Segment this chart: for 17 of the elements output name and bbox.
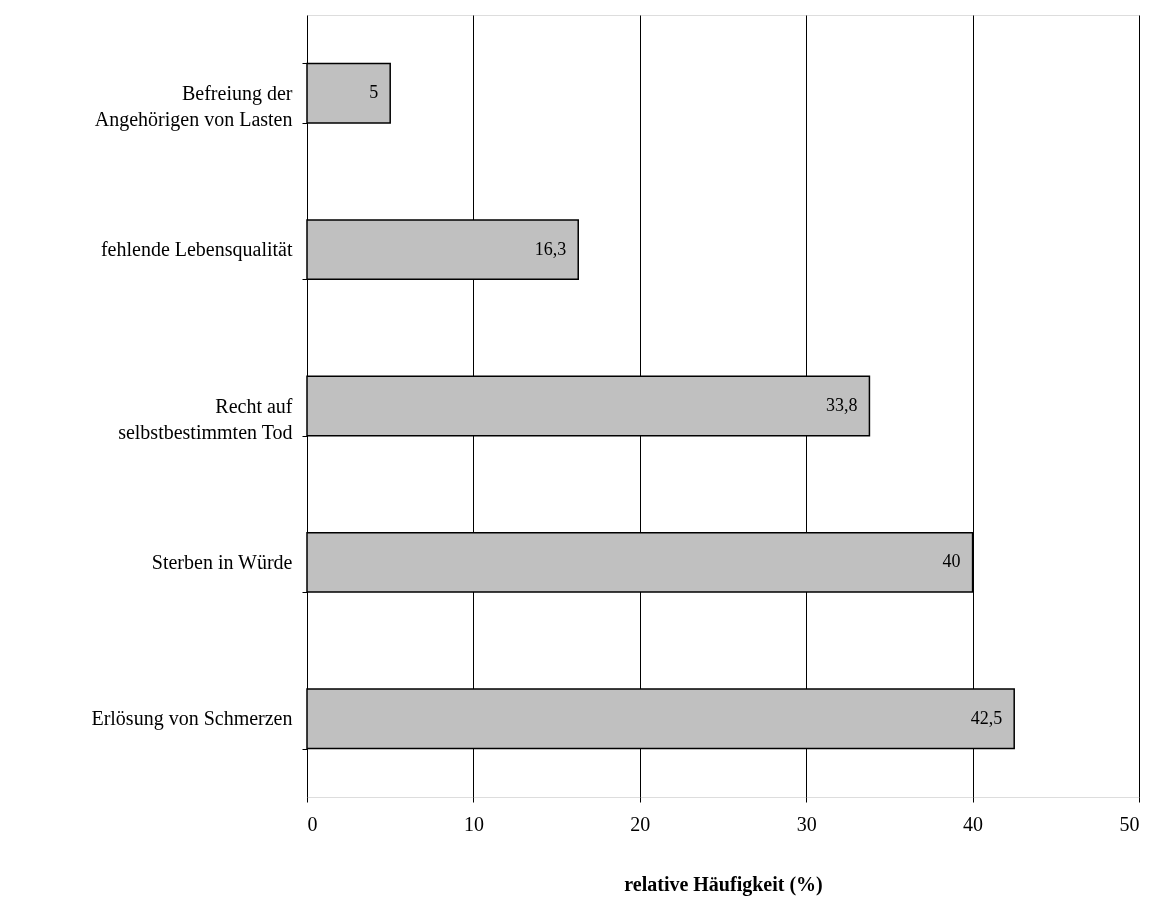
y-tick-label: Sterben in Würde [151, 550, 293, 573]
x-tick-label: 0 [307, 812, 318, 835]
data-label: 40 [942, 551, 961, 572]
x-tick-label: 30 [796, 812, 817, 835]
data-label: 33,8 [825, 395, 858, 415]
data-label: 5 [369, 82, 379, 103]
x-tick-label: 40 [963, 812, 984, 835]
x-axis-title: relative Häufigkeit (%) [624, 872, 823, 896]
x-tick-label: 10 [463, 812, 484, 835]
y-tick-label: Erlösung von Schmerzen [91, 707, 293, 731]
data-label: 42,5 [970, 707, 1003, 728]
y-tick-label: fehlende Lebensqualität [100, 238, 293, 262]
y-tick-label: Befreiung der Angehörigen von Lasten [94, 81, 293, 131]
x-tick-label: 50 [1119, 812, 1140, 835]
data-label: 16,3 [534, 238, 567, 259]
x-tick-label: 20 [630, 812, 651, 835]
y-tick-label: Recht auf selbstbestimmten Tod [118, 394, 293, 443]
